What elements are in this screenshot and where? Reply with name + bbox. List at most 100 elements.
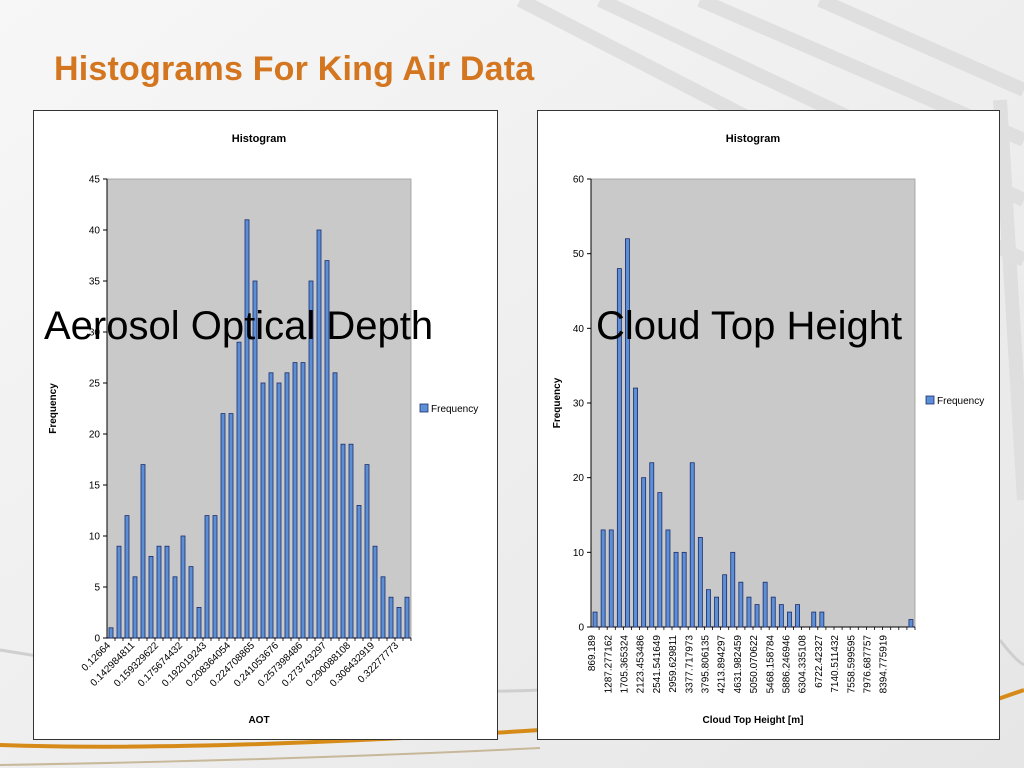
histogram-bar xyxy=(778,604,784,628)
histogram-bar xyxy=(228,413,234,639)
histogram-bar xyxy=(380,576,386,639)
x-tick-label: 3377.717973 xyxy=(684,635,695,694)
legend-label: Frequency xyxy=(937,396,984,407)
histogram-bar xyxy=(633,387,638,628)
y-tick-label: 20 xyxy=(89,430,101,441)
y-tick-label: 20 xyxy=(573,473,585,484)
histogram-bar xyxy=(372,545,378,639)
histogram-bar xyxy=(388,596,394,639)
histogram-bar xyxy=(108,627,114,639)
x-tick-label: 7140.511432 xyxy=(830,635,841,693)
histogram-bar xyxy=(730,551,736,628)
histogram-bar xyxy=(770,596,776,628)
aerosol-optical-depth-label: Aerosol Optical Depth xyxy=(44,304,434,348)
histogram-bar xyxy=(316,229,322,639)
x-tick-label: 7558.599595 xyxy=(846,635,857,694)
histogram-bar xyxy=(665,529,671,628)
histogram-bar xyxy=(625,238,630,628)
y-tick-label: 45 xyxy=(89,175,101,186)
x-tick-label: 6304.335108 xyxy=(798,635,809,694)
cloud-top-height-histogram-chart: Histogram 0 10 20 30 40 50 60 869.189 1287.277162… xyxy=(552,133,984,726)
y-tick-label: 5 xyxy=(94,583,100,594)
y-tick-label: 10 xyxy=(573,548,585,559)
histogram-bar xyxy=(787,611,792,628)
y-axis-title: Frequency xyxy=(552,377,563,428)
chart-title: Histogram xyxy=(232,133,287,145)
slide-title: Histograms For King Air Data xyxy=(54,50,535,88)
y-tick-label: 30 xyxy=(89,328,101,339)
histogram-bar xyxy=(252,280,258,639)
legend-swatch xyxy=(925,395,935,405)
histogram-bar xyxy=(324,260,330,639)
x-tick-label: 5050.070622 xyxy=(749,635,760,694)
histogram-bar xyxy=(649,462,655,628)
histogram-bar xyxy=(738,581,744,628)
histogram-bar xyxy=(714,596,719,628)
plot-area xyxy=(590,178,916,628)
y-tick-label: 40 xyxy=(89,226,101,237)
histogram-bar xyxy=(196,606,202,639)
y-axis-title: Frequency xyxy=(48,383,59,434)
histogram-bar xyxy=(292,362,298,639)
y-tick-label: 30 xyxy=(573,399,585,410)
y-tick-label: 35 xyxy=(89,277,101,288)
histogram-bar xyxy=(746,596,752,628)
x-tick-label: 5468.158784 xyxy=(765,635,776,694)
histogram-bar xyxy=(697,536,703,628)
x-tick-label: 4631.982459 xyxy=(733,635,744,694)
histogram-bar xyxy=(356,504,362,639)
histogram-bar xyxy=(364,464,370,639)
histogram-bar xyxy=(276,382,282,639)
x-tick-label: 6722.42327 xyxy=(814,635,825,688)
cloud-top-height-label: Cloud Top Height xyxy=(596,304,903,348)
legend-label: Frequency xyxy=(431,404,478,415)
histogram-bar xyxy=(172,576,178,639)
x-tick-label: 1287.277162 xyxy=(603,635,614,694)
histogram-bar xyxy=(681,551,687,628)
aot-histogram-chart: Histogram0510152025303540450.126640.1429… xyxy=(48,133,478,726)
histogram-bar xyxy=(908,619,914,628)
histogram-bar xyxy=(600,529,606,628)
histogram-bar xyxy=(124,515,130,639)
histogram-bar xyxy=(608,529,614,628)
histogram-bar xyxy=(722,574,728,628)
legend-swatch xyxy=(419,403,429,413)
histogram-bar xyxy=(188,566,194,639)
x-tick-label: 2959.629811 xyxy=(668,635,679,693)
y-tick-label: 0 xyxy=(578,623,584,634)
y-tick-label: 50 xyxy=(573,249,585,260)
histogram-bar xyxy=(164,545,170,639)
cloud-top-height-histogram-panel: Histogram 0 10 20 30 40 50 60 869.189 1287.277162… xyxy=(537,110,1000,740)
y-tick-label: 10 xyxy=(89,532,101,543)
y-tick-label: 60 xyxy=(573,175,585,186)
histogram-bar xyxy=(300,362,306,639)
x-tick-label: 2123.453486 xyxy=(636,635,647,694)
histogram-bar xyxy=(332,372,338,639)
x-tick-label: 2541.541649 xyxy=(652,635,663,694)
histogram-bar xyxy=(116,545,122,639)
histogram-bar xyxy=(795,604,800,628)
histogram-bar xyxy=(348,443,354,639)
histogram-bar xyxy=(140,464,146,639)
histogram-bar xyxy=(673,551,679,628)
histogram-bar xyxy=(268,372,274,639)
x-axis-title: AOT xyxy=(248,715,269,726)
x-tick-label: 8394.775919 xyxy=(879,635,890,694)
histogram-bar xyxy=(132,576,138,639)
histogram-bar xyxy=(762,581,768,628)
histogram-bar xyxy=(404,596,410,639)
histogram-bar xyxy=(706,589,711,628)
histogram-bar xyxy=(657,492,663,628)
x-tick-label: 1705.365324 xyxy=(619,635,630,694)
x-tick-label: 7976.687757 xyxy=(862,635,873,694)
histogram-bar xyxy=(284,372,290,639)
histogram-bar xyxy=(689,462,695,628)
aot-histogram-panel: Histogram 0 5 10 15 20 25 30 35 40 45 0.12664 0.1429… xyxy=(33,110,498,740)
histogram-bar xyxy=(236,341,242,639)
x-tick-label: 4213.894297 xyxy=(717,635,728,694)
histogram-bar xyxy=(819,611,825,628)
chart-title: Histogram xyxy=(726,133,781,145)
x-tick-label: 5886.246946 xyxy=(781,635,792,694)
histogram-bar xyxy=(180,535,186,639)
histogram-bar xyxy=(811,611,817,628)
